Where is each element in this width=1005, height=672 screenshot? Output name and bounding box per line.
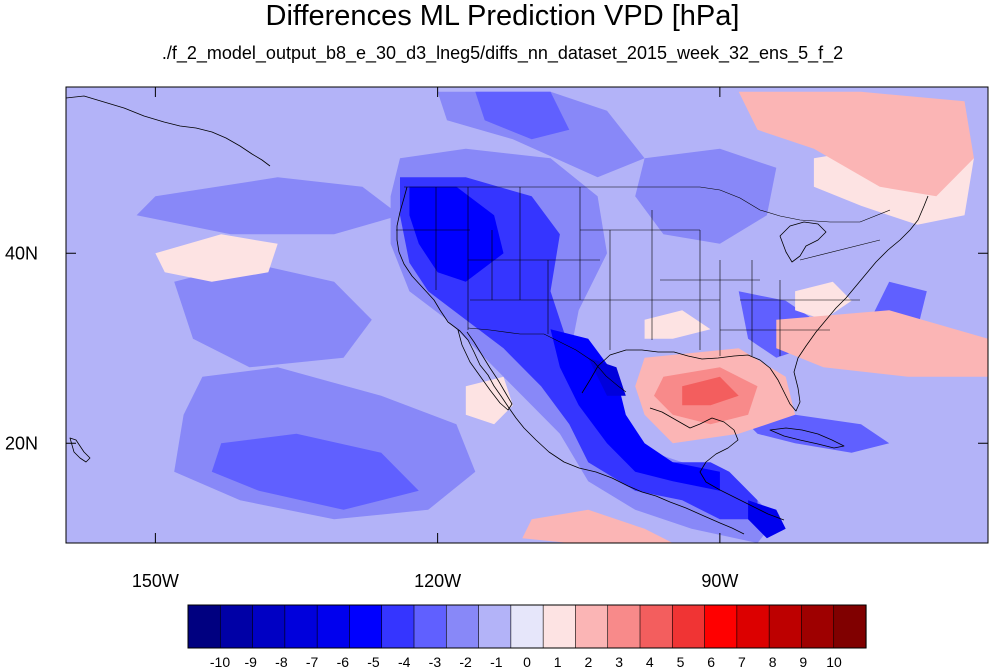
colorbar-swatch-18 [768, 604, 803, 649]
hawaii-outline [69, 437, 91, 463]
field-region-1 [136, 177, 400, 235]
colorbar-label-19: 9 [799, 654, 807, 670]
colorbar-swatch-15 [671, 604, 706, 649]
colorbar-swatch-7 [413, 604, 447, 649]
colorbar-label-4: -6 [337, 654, 350, 670]
colorbar-label-6: -4 [398, 654, 411, 670]
colorbar-swatch-17 [736, 604, 770, 649]
field-region-10 [550, 329, 720, 491]
chart-subtitle: ./f_2_model_output_b8_e_30_d3_lneg5/diff… [161, 43, 844, 63]
colorbar-label-10: 0 [523, 654, 531, 670]
field-region-9 [409, 186, 504, 282]
field-region-26 [522, 509, 673, 543]
field-region-18 [795, 281, 852, 320]
colorbar-label-8: -2 [459, 654, 472, 670]
colorbar-label-9: -1 [490, 654, 503, 670]
cuba-outline [769, 427, 845, 449]
colorbar-label-2: -8 [275, 654, 288, 670]
field-region-24 [682, 376, 739, 406]
latitude-axis: 40N 20N [5, 243, 988, 453]
colorbar-swatch-11 [542, 604, 577, 649]
colorbar-label-3: -7 [306, 654, 319, 670]
us-mexico-border [467, 327, 627, 393]
chart-title: Differences ML Prediction VPD [hPa] [265, 0, 740, 32]
colorbar-swatch-5 [349, 604, 383, 649]
difference-field [66, 87, 988, 543]
lon-tick-label-2: 90W [701, 571, 738, 591]
colorbar-label-12: 2 [585, 654, 593, 670]
colorbar-label-5: -5 [367, 654, 380, 670]
field-region-4 [211, 433, 419, 510]
state-and-country-borders [396, 186, 891, 393]
colorbar-swatch-20 [833, 604, 867, 649]
lon-tick-label-0: 150W [132, 571, 179, 591]
colorbar-swatch-19 [801, 604, 835, 649]
colorbar-label-17: 7 [738, 654, 746, 670]
colorbar-label-1: -9 [244, 654, 257, 670]
field-region-17 [644, 310, 711, 339]
lat-tick-label-1: 20N [5, 433, 38, 453]
colorbar-swatch-3 [284, 604, 318, 649]
colorbar-label-7: -3 [429, 654, 442, 670]
field-region-6 [475, 91, 570, 140]
lon-tick-label-1: 120W [414, 571, 461, 591]
colorbar-swatch-8 [445, 604, 480, 649]
colorbar-swatch-6 [381, 604, 415, 649]
colorbar-label-0: -10 [210, 654, 230, 670]
field-region-21 [776, 310, 988, 377]
colorbar: -10 -9 -8 -7 -6 -5 -4 -3 -2 -1 0 1 2 3 4 5 6 7 8 9 10 [187, 604, 867, 670]
west-coast-coastline [396, 186, 745, 535]
colorbar-swatch-0 [187, 604, 221, 649]
great-lakes-outline [779, 221, 827, 263]
field-region-25 [155, 234, 278, 282]
colorbar-swatch-4 [316, 604, 351, 649]
colorbar-label-16: 6 [707, 654, 715, 670]
colorbar-swatch-14 [639, 604, 673, 649]
field-region-27 [465, 376, 513, 425]
colorbar-label-18: 8 [769, 654, 777, 670]
baja-california-coastline [457, 329, 513, 411]
colorbar-swatch-13 [607, 604, 641, 649]
colorbar-frame [187, 604, 867, 649]
field-region-20 [738, 91, 974, 197]
state-grid-west [396, 187, 600, 334]
coastlines-and-borders [66, 95, 929, 535]
field-region-16 [748, 414, 890, 453]
gulf-coast-coastline [581, 195, 929, 412]
colorbar-label-14: 4 [646, 654, 654, 670]
yucatan-coastline [649, 407, 785, 521]
longitude-axis: 150W 120W 90W [132, 87, 738, 591]
state-grid-central [579, 187, 760, 350]
plot-frame [65, 86, 989, 544]
field-region-13 [635, 148, 777, 244]
colorbar-swatch-9 [478, 604, 512, 649]
colorbar-swatch-12 [575, 604, 609, 649]
field-region-2 [174, 262, 372, 368]
colorbar-swatch-1 [219, 604, 254, 649]
state-grid-east [719, 239, 881, 356]
colorbar-label-13: 3 [615, 654, 623, 670]
colorbar-swatch-10 [510, 604, 544, 649]
lat-tick-label-0: 40N [5, 243, 38, 263]
field-region-12 [748, 500, 786, 539]
colorbar-label-15: 5 [677, 654, 685, 670]
colorbar-label-20: 10 [826, 654, 842, 670]
colorbar-swatch-16 [704, 604, 738, 649]
alaska-coastline [66, 95, 271, 167]
colorbar-swatch-2 [252, 604, 286, 649]
us-canada-border [404, 186, 891, 223]
colorbar-label-11: 1 [554, 654, 562, 670]
